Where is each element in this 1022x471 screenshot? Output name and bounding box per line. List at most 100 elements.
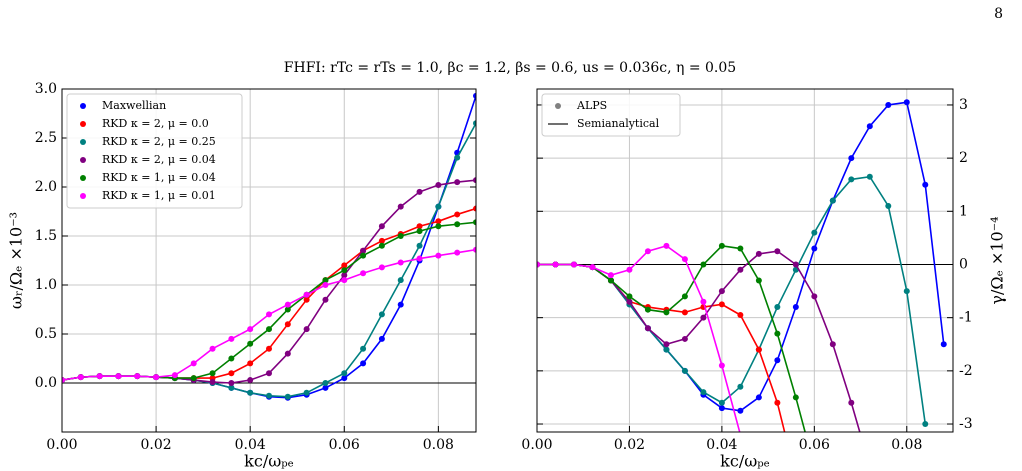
data-point — [811, 293, 818, 300]
y-tick-label: 3 — [959, 97, 968, 113]
legend-box — [66, 93, 243, 209]
data-point — [228, 370, 235, 377]
data-point — [266, 326, 272, 333]
data-point — [903, 288, 910, 295]
data-point — [867, 464, 873, 470]
data-point — [607, 272, 614, 279]
data-point — [190, 360, 197, 367]
series-line — [537, 245, 741, 432]
legend-label: Semianalytical — [577, 117, 660, 130]
data-point — [473, 246, 476, 253]
data-point — [266, 311, 272, 318]
legend-marker — [80, 121, 86, 127]
data-point — [360, 247, 367, 254]
data-point — [718, 242, 725, 249]
y-tick-label: -1 — [959, 310, 973, 326]
data-point — [700, 314, 707, 321]
data-point — [322, 384, 329, 391]
data-point — [885, 202, 892, 209]
data-point — [322, 380, 329, 386]
data-point — [247, 360, 254, 367]
x-tick-label: 0.08 — [891, 437, 922, 453]
data-point — [473, 177, 476, 184]
data-point — [378, 264, 385, 271]
legend-label: RKD κ = 2, μ = 0.25 — [102, 135, 216, 148]
data-point — [341, 277, 348, 284]
y-tick-label: 0 — [959, 256, 968, 272]
data-point — [681, 335, 688, 342]
legend-marker — [555, 103, 561, 109]
x-tick-label: 0.00 — [521, 437, 552, 453]
legend-marker — [80, 175, 86, 181]
data-point — [454, 211, 461, 218]
data-point — [416, 188, 423, 195]
data-point — [378, 242, 385, 249]
data-point — [77, 374, 84, 381]
data-point — [811, 464, 817, 470]
data-point — [341, 262, 348, 269]
data-point — [737, 266, 744, 273]
data-point — [681, 256, 688, 263]
data-point — [416, 255, 423, 262]
plot-frame — [536, 88, 954, 433]
data-point — [416, 228, 423, 235]
data-point — [435, 182, 442, 189]
data-point — [378, 311, 385, 318]
data-point — [607, 277, 614, 284]
data-point — [397, 277, 404, 284]
data-point — [284, 350, 291, 357]
data-point — [663, 341, 670, 348]
data-point — [626, 293, 633, 300]
series-line — [62, 207, 476, 381]
data-point — [247, 326, 254, 333]
series-line — [537, 245, 806, 432]
data-point — [922, 421, 929, 428]
data-point — [435, 223, 442, 230]
data-point — [247, 340, 254, 347]
data-point — [848, 155, 855, 162]
y-axis-label: ωᵣ/Ωₑ ×10⁻³ — [7, 212, 26, 309]
data-point — [738, 431, 742, 432]
x-tick-label: 0.02 — [141, 437, 172, 453]
data-point — [397, 233, 404, 239]
data-point — [552, 261, 559, 268]
y-tick-label: 1.5 — [35, 228, 57, 244]
x-tick-label: 0.06 — [329, 437, 360, 453]
data-point — [416, 242, 423, 249]
data-point — [228, 335, 235, 342]
data-point — [209, 345, 216, 352]
data-point — [570, 261, 577, 268]
legend-label: ALPS — [576, 99, 607, 112]
data-point — [284, 321, 291, 328]
x-axis-label: kc/ωₚₑ — [720, 452, 770, 471]
data-point — [681, 293, 688, 300]
data-point — [829, 197, 836, 204]
data-point — [774, 304, 781, 311]
y-tick-label: -2 — [959, 363, 973, 379]
figure-title: FHFI: rTc = rTs = 1.0, βc = 1.2, βs = 0.… — [284, 60, 736, 76]
data-point — [454, 179, 461, 186]
data-point — [360, 270, 367, 277]
y-tick-label: 3.0 — [35, 81, 57, 97]
data-point — [454, 249, 461, 256]
legend-label: RKD κ = 1, μ = 0.04 — [102, 171, 216, 184]
data-point — [681, 367, 688, 374]
x-tick-label: 0.02 — [614, 437, 645, 453]
data-point — [811, 245, 818, 252]
series-line — [537, 250, 861, 432]
data-point — [700, 298, 707, 305]
series-line — [537, 175, 927, 425]
data-point — [209, 379, 216, 386]
data-point — [360, 360, 367, 367]
data-point — [62, 377, 65, 384]
data-point — [473, 219, 476, 226]
y-tick-label: 2 — [959, 150, 968, 166]
data-point — [473, 120, 476, 127]
data-point — [454, 221, 461, 228]
data-point — [228, 380, 235, 386]
x-tick-label: 0.04 — [706, 437, 737, 453]
legend-marker — [80, 157, 86, 163]
data-point — [284, 301, 291, 308]
data-point — [378, 223, 385, 230]
data-point — [755, 250, 762, 257]
